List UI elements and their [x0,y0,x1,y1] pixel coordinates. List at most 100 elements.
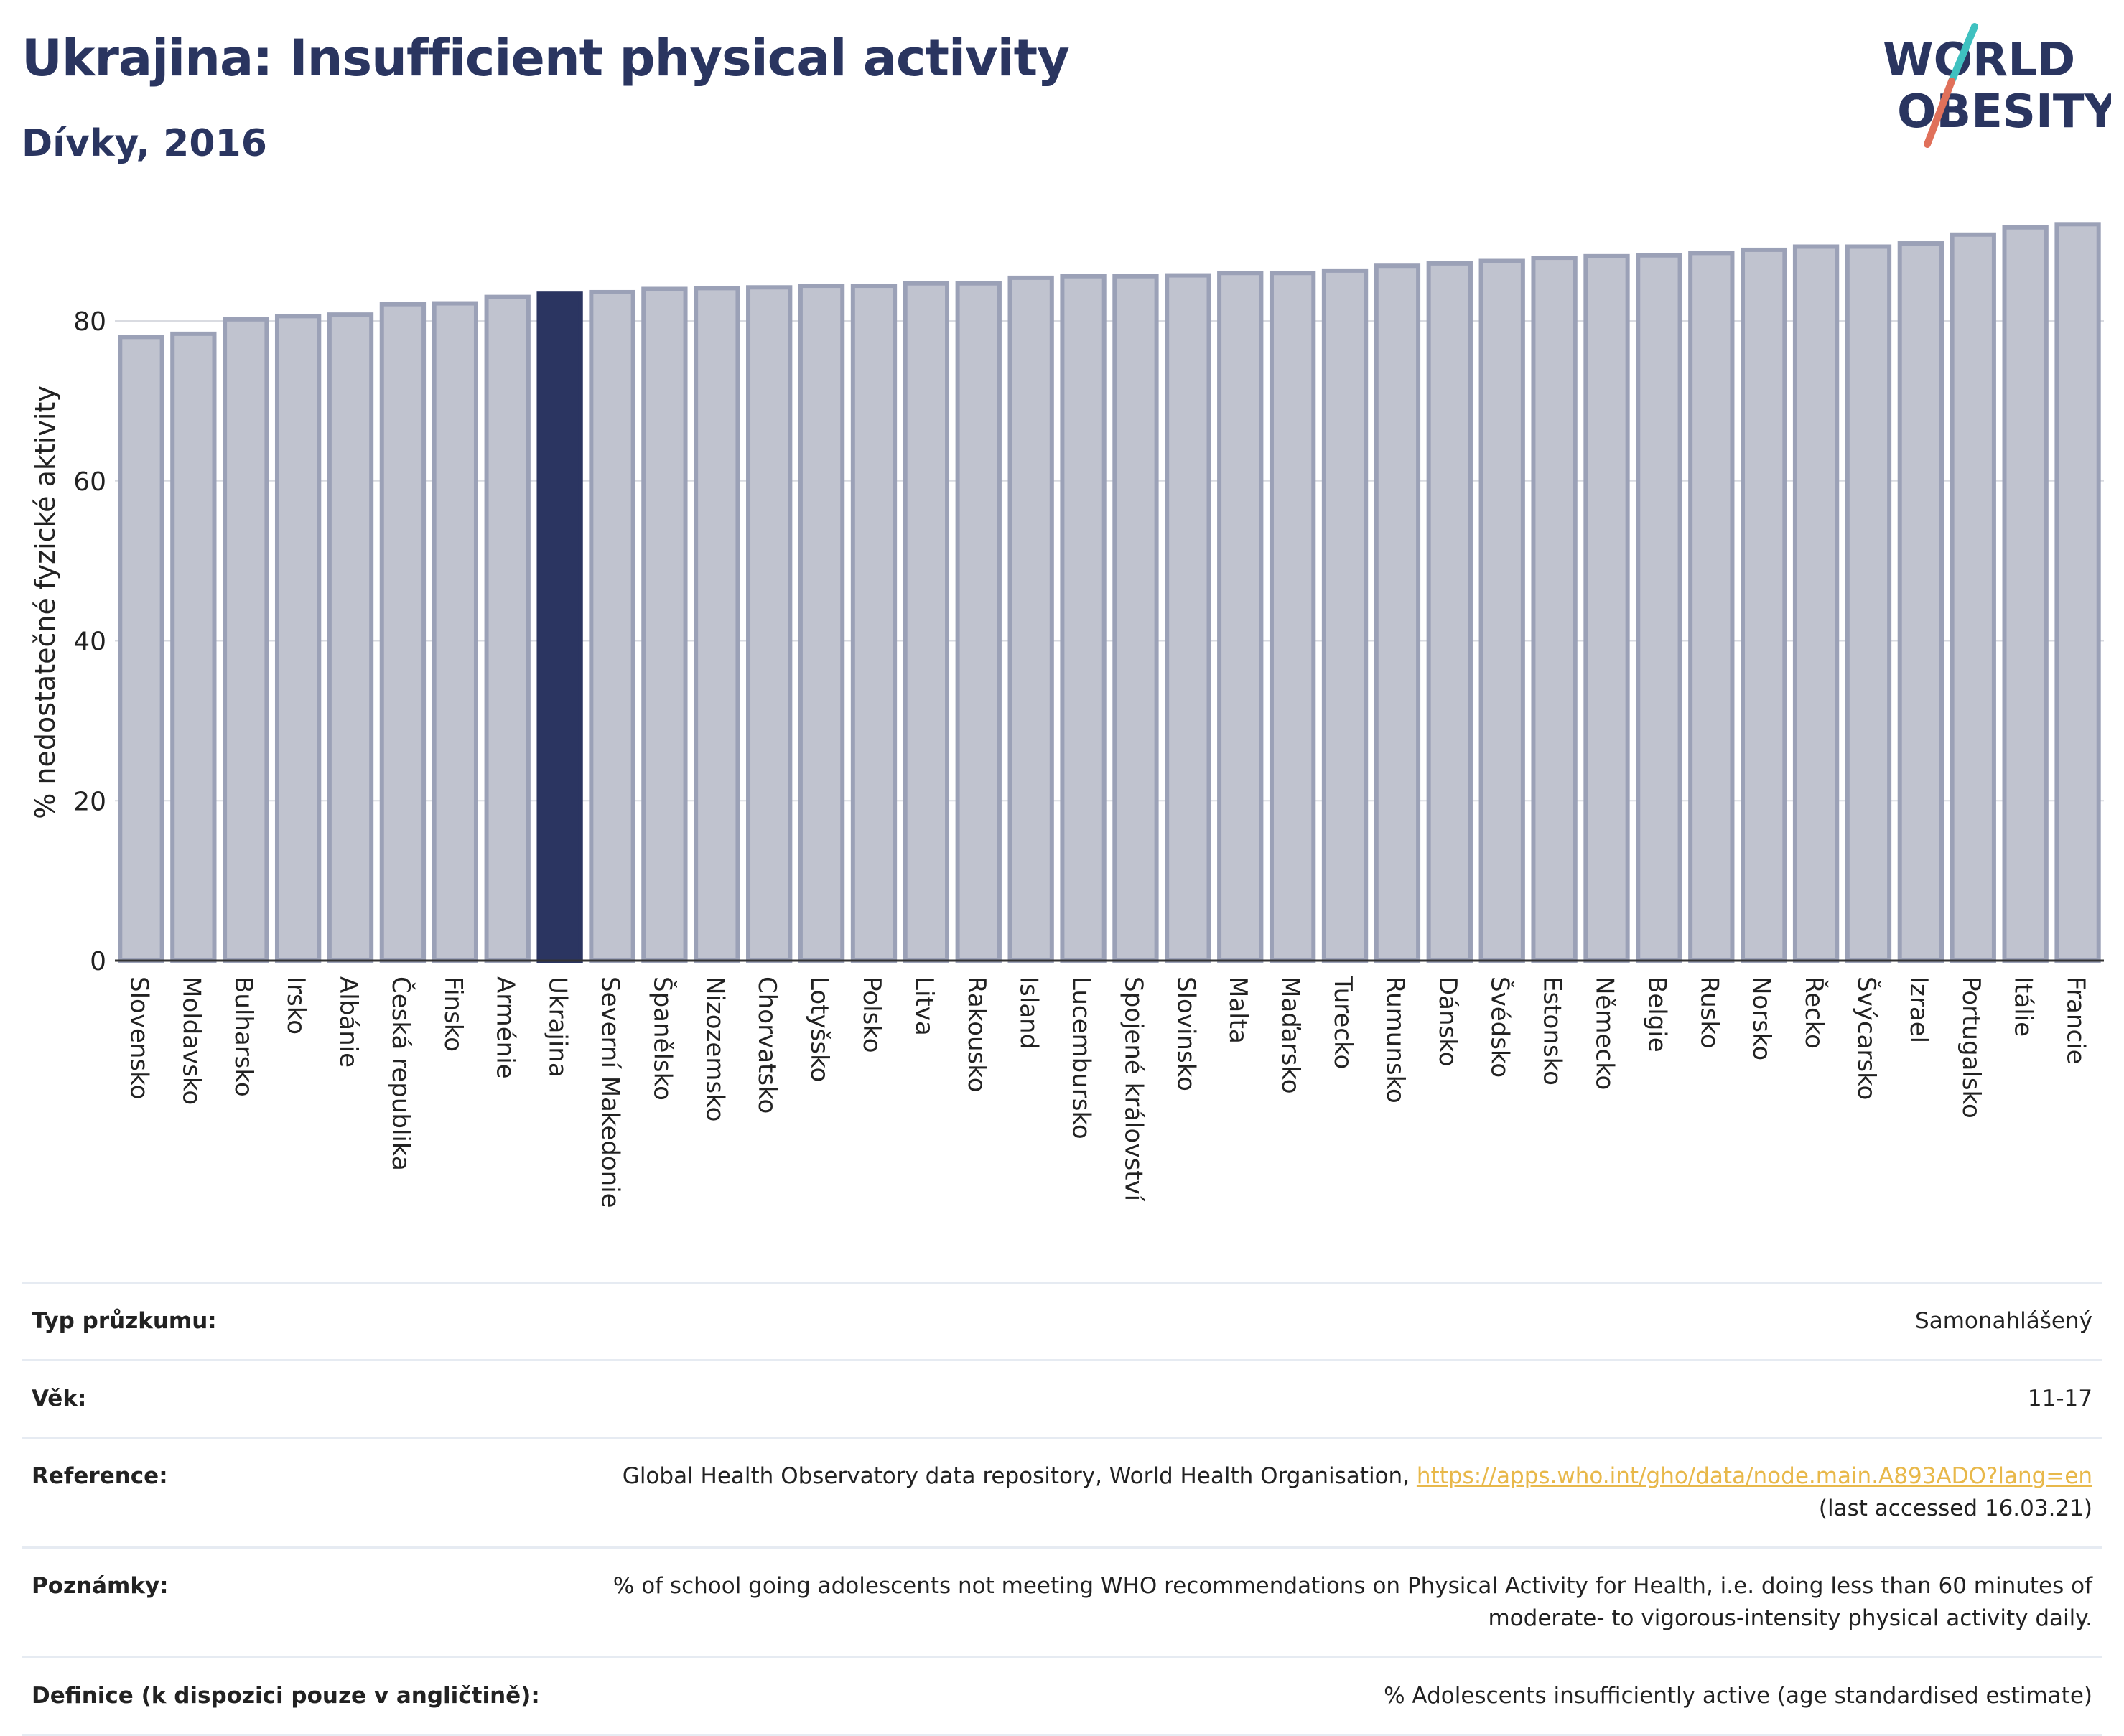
y-tick-label: 80 [73,307,106,337]
bar-turecko [1321,268,1369,963]
info-label: Věk: [22,1358,559,1439]
x-tick-label: Island [1015,976,1043,1049]
info-label: Poznámky: [22,1546,559,1658]
y-tick-labels: 0 20 40 60 80 [73,307,106,976]
y-tick-label: 60 [73,467,106,497]
x-tick-label: Španělsko [648,976,677,1101]
x-tick-label: Belgie [1642,976,1671,1053]
bar-dánsko [1426,261,1473,963]
bar-belgie [1636,253,1682,963]
x-tick-labels: Slovensko Moldavsko Bulharsko Irsko Albánie Č… [124,976,2090,1208]
bar-island [1007,275,1054,963]
info-label: Typ průzkumu: [22,1282,559,1361]
bar-německo [1583,253,1630,963]
bar-rusko [1688,251,1735,963]
bar-arménie [484,294,531,963]
info-value: % of school going adolescents not meetin… [559,1546,2102,1658]
bar-itálie [2002,225,2049,963]
reference-link[interactable]: https://apps.who.int/gho/data/node.main.… [1416,1462,2092,1489]
bar-lotyšsko [798,284,845,963]
x-tick-label: Bulharsko [229,976,258,1097]
bar-norsko [1741,247,1787,963]
x-tick-label: Nizozemsko [700,976,729,1121]
bar-nizozemsko [694,286,740,963]
x-tick-label: Řecko [1799,976,1829,1049]
x-tick-label: Lotyšsko [805,976,834,1082]
x-tick-label: Rakousko [962,976,991,1093]
bar-malta [1217,271,1264,963]
x-tick-label: Ukrajina [544,976,572,1078]
x-tick-label: Arménie [491,976,520,1079]
page-subtitle: Dívky, 2016 [22,122,267,165]
bar-moldavsko [170,331,217,963]
bar-izrael [1897,241,1944,963]
notes-text-line1: % of school going adolescents not meetin… [612,1572,2092,1599]
bar-polsko [850,284,898,963]
x-tick-label: Turecko [1328,976,1357,1069]
bar-lucembursko [1060,274,1107,963]
bar-spojené-království [1112,274,1159,963]
bar-maďarsko [1269,271,1316,963]
x-tick-label: Irsko [281,976,310,1035]
x-tick-label: Albánie [334,976,363,1068]
info-label: Definice (k dispozici pouze v angličtině… [22,1656,559,1736]
reference-accessed: (last accessed 16.03.21) [1818,1495,2092,1521]
x-tick-label: Lucembursko [1067,976,1096,1139]
x-tick-label: Severní Makedonie [596,976,625,1208]
bar-česká-republika [379,302,427,963]
info-label: Reference: [22,1436,559,1549]
x-tick-label: Česká republika [386,976,416,1171]
y-tick-label: 0 [90,947,106,976]
info-row-survey-type: Typ průzkumu: Samonahlášený [22,1282,2102,1361]
logo-slash-coral [1924,78,1955,148]
bar-španělsko [641,286,688,963]
world-obesity-logo: WORLD OBESITY [1867,18,2118,154]
bar-švédsko [1478,258,1525,963]
y-tick-label: 40 [73,627,106,657]
x-tick-label: Norsko [1747,976,1776,1060]
bar-rumunsko [1374,263,1421,963]
x-tick-label: Estonsko [1538,976,1567,1086]
bar-švýcarsko [1845,244,1892,963]
info-row-notes: Poznámky: % of school going adolescents … [22,1546,2102,1658]
x-tick-label: Slovensko [124,976,153,1099]
bar-ukrajina [536,291,583,963]
x-tick-label: Litva [910,976,938,1036]
world-obesity-logo-graphic: WORLD OBESITY [1883,23,2118,148]
info-value: Global Health Observatory data repositor… [559,1436,2102,1549]
bar-albánie [327,312,374,963]
info-row-reference: Reference: Global Health Observatory dat… [22,1436,2102,1549]
notes-text-line2: moderate- to vigorous-intensity physical… [1488,1605,2092,1631]
bar-francie [2054,222,2101,963]
bar-litva [903,281,950,963]
x-tick-label: Francie [2062,976,2090,1065]
x-tick-label: Moldavsko [177,976,205,1105]
info-row-age: Věk: 11-17 [22,1358,2102,1439]
x-tick-label: Polsko [857,976,886,1053]
x-tick-label: Švédsko [1486,976,1515,1078]
x-tick-label: Německo [1590,976,1619,1090]
logo-line1: WORLD [1883,34,2075,87]
reference-text: Global Health Observatory data repositor… [622,1462,1417,1489]
y-axis-label: % nedostatečné fyzické aktivity [29,386,61,819]
x-tick-label: Švýcarsko [1852,976,1881,1100]
x-tick-label: Spojené království [1119,976,1147,1203]
info-table: Typ průzkumu: Samonahlášený Věk: 11-17 R… [22,1282,2102,1736]
bar-finsko [432,301,478,963]
logo-slash-teal [1948,23,1978,85]
bar-chart: 0 20 40 60 80 Slovensko Moldavsko Bulharsko Irs… [29,222,2104,1208]
bar-slovinsko [1165,273,1211,963]
info-value: Samonahlášený [559,1282,2102,1361]
bar-portugalsko [1950,232,1996,963]
x-tick-label: Izrael [1904,976,1933,1043]
x-tick-label: Maďarsko [1276,976,1305,1094]
x-tick-label: Chorvatsko [753,976,781,1114]
page-title: Ukrajina: Insufficient physical activity [22,29,1070,88]
x-tick-label: Itálie [2009,976,2038,1037]
y-tick-label: 20 [73,787,106,816]
bar-chorvatsko [746,285,793,963]
bars [118,222,2101,963]
info-value: % Adolescents insufficiently active (age… [559,1656,2102,1736]
bar-estonsko [1531,256,1578,963]
x-tick-label: Malta [1224,976,1252,1044]
